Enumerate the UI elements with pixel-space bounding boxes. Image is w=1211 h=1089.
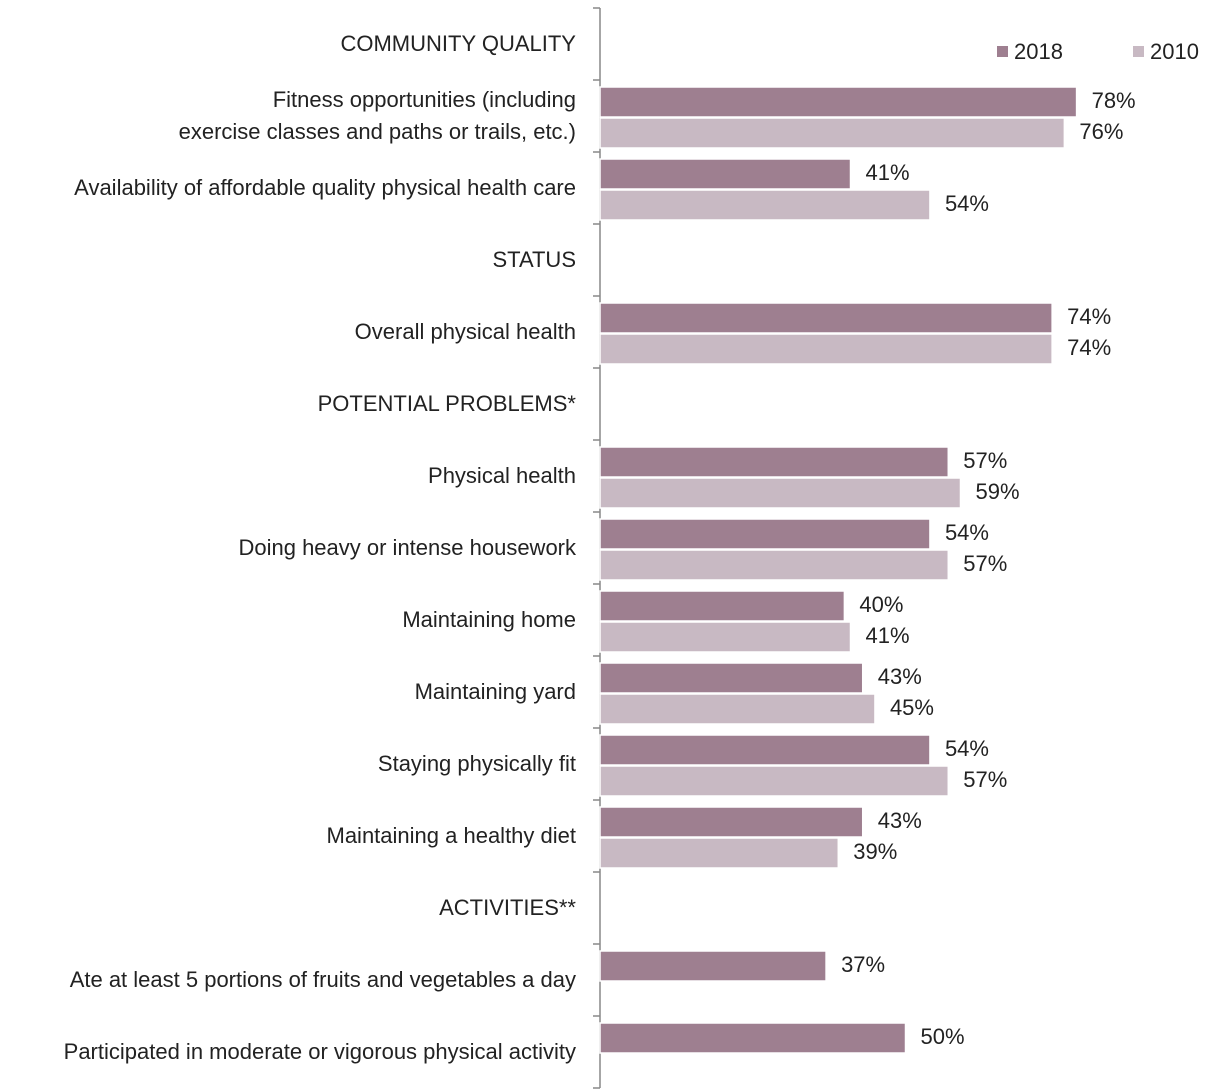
category-label: Overall physical health (354, 319, 576, 344)
bar (599, 765, 950, 797)
bar (599, 158, 852, 190)
category-label: STATUS (492, 247, 576, 272)
category-label: Doing heavy or intense housework (238, 535, 576, 560)
bar (599, 189, 931, 221)
value-label: 43% (878, 808, 922, 833)
bar (599, 302, 1053, 334)
bar (599, 734, 931, 766)
bar (599, 806, 864, 838)
category-label: Staying physically fit (377, 751, 576, 776)
category-label: Physical health (428, 463, 576, 488)
category-label: POTENTIAL PROBLEMS* (317, 391, 576, 416)
category-label: ACTIVITIES** (439, 895, 576, 920)
category-label: Maintaining a healthy diet (326, 823, 577, 848)
category-label: Maintaining home (402, 607, 576, 632)
bar (599, 590, 846, 622)
value-label: 41% (866, 160, 910, 185)
value-label: 57% (963, 551, 1007, 576)
bar (599, 549, 950, 581)
bar (599, 333, 1053, 365)
legend-swatch (1133, 46, 1144, 57)
category-label: Maintaining yard (414, 679, 576, 704)
bar (599, 837, 840, 869)
value-label: 54% (945, 191, 989, 216)
value-label: 59% (975, 479, 1019, 504)
value-label: 54% (945, 736, 989, 761)
category-label: Availability of affordable quality physi… (74, 175, 576, 200)
value-label: 45% (890, 695, 934, 720)
value-label: 37% (841, 952, 885, 977)
bar (599, 518, 931, 550)
category-label: COMMUNITY QUALITY (340, 31, 576, 56)
value-label: 74% (1067, 335, 1111, 360)
value-label: 74% (1067, 304, 1111, 329)
category-label: Ate at least 5 portions of fruits and ve… (69, 967, 576, 992)
legend-label: 2018 (1014, 39, 1063, 64)
bar (599, 662, 864, 694)
bar (599, 693, 876, 725)
legend-swatch (997, 46, 1008, 57)
value-label: 57% (963, 448, 1007, 473)
bar (599, 1022, 907, 1054)
value-label: 78% (1092, 88, 1136, 113)
bar (599, 86, 1078, 118)
category-label: Fitness opportunities (including exercis… (178, 87, 576, 144)
bar (599, 477, 962, 509)
value-label: 76% (1079, 119, 1123, 144)
value-label: 50% (921, 1024, 965, 1049)
legend-label: 2010 (1150, 39, 1199, 64)
value-label: 41% (866, 623, 910, 648)
value-label: 39% (853, 839, 897, 864)
value-label: 43% (878, 664, 922, 689)
bar (599, 117, 1066, 149)
bar (599, 950, 827, 982)
value-label: 54% (945, 520, 989, 545)
value-label: 57% (963, 767, 1007, 792)
value-label: 40% (859, 592, 903, 617)
category-label: Participated in moderate or vigorous phy… (63, 1039, 576, 1064)
bar (599, 446, 950, 478)
bar (599, 621, 852, 653)
